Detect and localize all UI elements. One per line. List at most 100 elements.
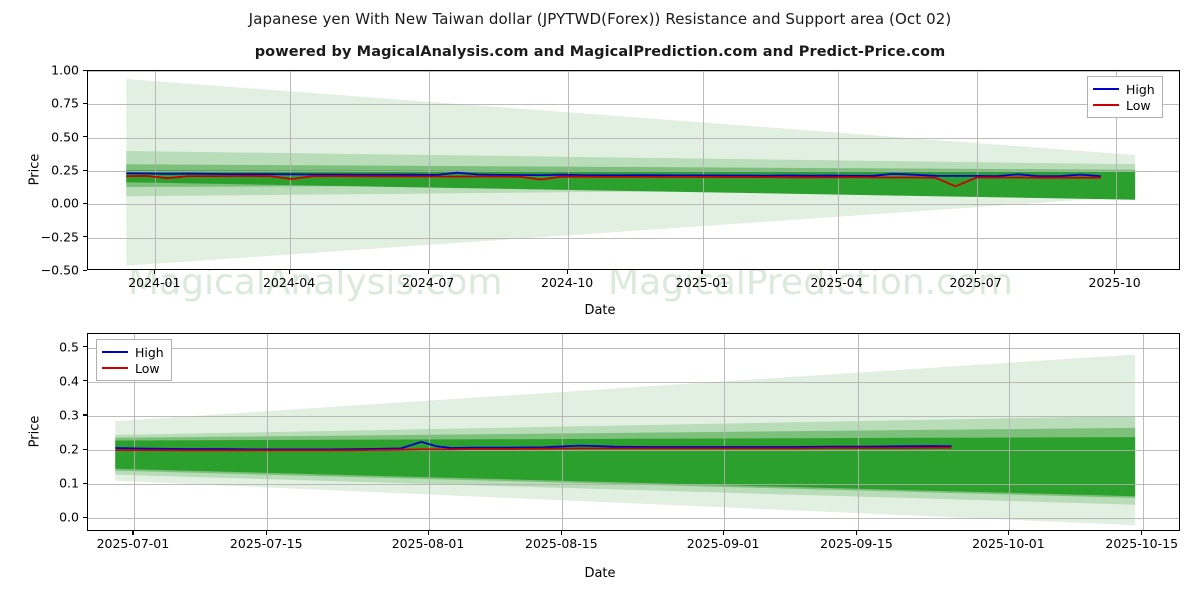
x-tick-label: 2025-09-01 xyxy=(686,536,760,551)
x-tick-label: 2025-01 xyxy=(675,275,729,290)
bottom-chart-ylabel: Price xyxy=(27,415,43,448)
x-tick-label: 2025-07-15 xyxy=(229,536,303,551)
y-tick-label: 0.50 xyxy=(51,129,79,145)
series-line-high xyxy=(126,171,1101,178)
bottom-chart-axes xyxy=(87,333,1180,531)
gridline-horizontal xyxy=(88,450,1179,452)
gridline-vertical xyxy=(155,71,157,269)
legend-item-high[interactable]: High xyxy=(102,344,164,360)
y-tick-mark xyxy=(83,346,87,348)
page-title: Japanese yen With New Taiwan dollar (JPY… xyxy=(248,10,952,28)
top-chart-legend[interactable]: High Low xyxy=(1087,76,1163,118)
legend-swatch-high xyxy=(102,351,128,353)
gridline-horizontal xyxy=(88,237,1179,239)
gridline-horizontal xyxy=(88,347,1179,349)
x-tick-mark xyxy=(1007,531,1010,535)
gridline-horizontal xyxy=(88,137,1179,139)
gridline-vertical xyxy=(429,71,431,269)
gridline-horizontal xyxy=(88,104,1179,106)
x-tick-label: 2025-10-15 xyxy=(1105,536,1179,551)
gridline-vertical xyxy=(976,71,978,269)
y-tick-mark xyxy=(83,236,87,238)
y-tick-label: 0.1 xyxy=(59,475,79,491)
gridline-vertical xyxy=(267,334,269,530)
x-tick-mark xyxy=(265,531,267,535)
legend-swatch-low xyxy=(1093,104,1119,106)
y-tick-mark xyxy=(83,380,87,382)
x-tick-label: 2025-10-01 xyxy=(972,536,1045,551)
x-tick-mark xyxy=(975,270,977,274)
gridline-vertical xyxy=(1115,71,1117,269)
series-group xyxy=(126,171,1101,188)
y-tick-label: 0.4 xyxy=(59,373,79,389)
gridline-horizontal xyxy=(88,484,1179,486)
gridline-vertical xyxy=(1142,334,1144,530)
y-tick-label: 1.00 xyxy=(51,62,79,78)
gridline-vertical xyxy=(133,334,135,530)
legend-label: Low xyxy=(135,360,160,376)
x-tick-label: 2025-07-01 xyxy=(96,536,170,551)
gridline-horizontal xyxy=(88,171,1179,172)
gridline-vertical xyxy=(857,334,859,530)
x-tick-label: 2024-01 xyxy=(128,275,181,290)
legend-swatch-low xyxy=(102,367,128,369)
y-tick-mark xyxy=(83,482,87,484)
y-tick-mark xyxy=(83,136,87,138)
gridline-vertical xyxy=(724,334,726,530)
gridline-vertical xyxy=(290,71,292,269)
x-tick-mark xyxy=(1114,270,1116,274)
gridline-vertical xyxy=(429,334,430,530)
series-group xyxy=(115,441,952,452)
legend-item-high[interactable]: High xyxy=(1093,81,1155,97)
bottom-chart-legend[interactable]: High Low xyxy=(96,339,172,381)
gridline-vertical xyxy=(1009,334,1011,530)
y-tick-label: 0.00 xyxy=(51,195,79,211)
gridline-vertical xyxy=(562,334,564,530)
y-tick-mark xyxy=(83,448,87,450)
y-tick-label: 0.5 xyxy=(59,339,79,355)
y-tick-label: 0.2 xyxy=(59,441,79,457)
x-tick-mark xyxy=(288,270,290,274)
y-tick-mark xyxy=(83,102,87,105)
legend-swatch-high xyxy=(1093,88,1119,90)
x-tick-mark xyxy=(132,531,134,535)
x-tick-label: 2025-10 xyxy=(1088,275,1141,290)
y-tick-mark xyxy=(83,269,87,271)
legend-label: High xyxy=(135,344,164,360)
x-tick-mark xyxy=(701,270,703,274)
top-chart-xlabel: Date xyxy=(584,303,616,318)
y-tick-label: 0.0 xyxy=(59,509,79,525)
legend-label: High xyxy=(1126,81,1155,97)
y-tick-mark xyxy=(83,414,87,416)
y-tick-label: 0.25 xyxy=(51,162,79,178)
legend-item-low[interactable]: Low xyxy=(1093,97,1155,113)
gridline-horizontal xyxy=(88,381,1179,383)
x-tick-label: 2025-07 xyxy=(949,275,1002,290)
y-tick-mark xyxy=(83,202,87,205)
series-line-low xyxy=(115,446,952,452)
x-tick-label: 2025-04 xyxy=(810,275,863,290)
x-tick-mark xyxy=(427,531,429,535)
legend-item-low[interactable]: Low xyxy=(102,360,164,376)
bottom-chart-xlabel: Date xyxy=(584,566,616,581)
y-tick-mark xyxy=(83,169,87,171)
y-tick-label: 0.75 xyxy=(51,95,79,111)
top-chart-axes xyxy=(87,70,1180,270)
gridline-horizontal xyxy=(88,518,1179,520)
y-tick-mark xyxy=(83,516,87,519)
x-tick-mark xyxy=(427,270,429,274)
gridline-vertical xyxy=(837,71,839,269)
gridline-horizontal xyxy=(88,71,1179,72)
x-tick-mark xyxy=(1141,531,1143,535)
x-tick-label: 2025-08-01 xyxy=(391,536,465,551)
y-tick-label: 0.3 xyxy=(59,407,79,423)
gridline-horizontal xyxy=(88,415,1179,417)
x-tick-mark xyxy=(722,531,724,535)
y-tick-mark xyxy=(83,69,87,71)
gridline-vertical xyxy=(702,71,704,269)
x-tick-mark xyxy=(566,270,568,274)
x-tick-label: 2025-09-15 xyxy=(820,536,893,551)
series-line-low xyxy=(126,175,1101,188)
page-subtitle: powered by MagicalAnalysis.com and Magic… xyxy=(254,44,946,60)
x-tick-label: 2025-08-15 xyxy=(525,536,598,551)
